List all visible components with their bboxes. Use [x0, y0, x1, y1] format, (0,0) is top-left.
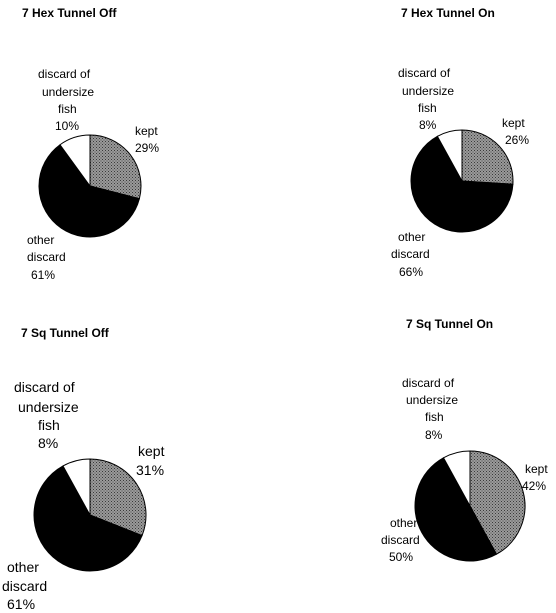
slice-label-undersize-line-1: discard of — [398, 66, 451, 80]
pie-slice-other-discard — [414, 457, 498, 562]
slice-label-undersize-value: 8% — [38, 435, 58, 451]
slice-label-kept-value: 31% — [136, 462, 164, 478]
pie-chart-hex-off: 7 Hex Tunnel Off discard of undersize fi… — [22, 6, 159, 282]
slice-label-other-value: 61% — [31, 268, 55, 282]
slice-label-undersize-line-1: discard of — [38, 67, 91, 81]
slice-label-undersize-line-1: discard of — [14, 379, 75, 395]
slice-label-undersize-value: 8% — [419, 118, 437, 132]
slice-label-kept-value: 26% — [505, 133, 529, 147]
pie-chart-hex-on: 7 Hex Tunnel On discard of undersize fis… — [391, 6, 529, 279]
pie-slice-other-discard — [33, 465, 143, 572]
slice-label-undersize-line-3: fish — [38, 417, 60, 433]
slice-label-kept: kept — [525, 462, 548, 476]
pie-slice-kept — [89, 134, 142, 200]
slice-label-undersize-line-2: undersize — [402, 84, 454, 98]
slice-label-other-line-2: discard — [2, 578, 47, 594]
slice-label-kept-value: 29% — [135, 141, 159, 155]
slice-label-other-value: 66% — [399, 265, 423, 279]
chart-title: 7 Sq Tunnel Off — [21, 326, 110, 340]
pie-slice-undersize-discard — [436, 129, 463, 182]
slice-label-kept: kept — [138, 443, 165, 459]
slice-label-other-line-1: other — [398, 230, 425, 244]
slice-label-undersize-line-3: fish — [418, 101, 437, 115]
slice-label-undersize-line-3: fish — [425, 410, 444, 424]
slice-label-other-line-1: other — [27, 233, 54, 247]
slice-label-other-line-2: discard — [27, 250, 66, 264]
slice-label-other-value: 50% — [389, 550, 413, 564]
pie-slice-undersize-discard — [442, 450, 471, 507]
pie-slice-other-discard — [410, 135, 514, 233]
slice-label-undersize-line-3: fish — [58, 102, 77, 116]
pie-slice-kept — [89, 458, 147, 537]
slice-label-other-value: 61% — [7, 596, 35, 612]
slice-label-undersize-value: 10% — [55, 119, 79, 133]
pie-slice-undersize-discard — [62, 458, 91, 516]
pie-slice-undersize-discard — [59, 134, 91, 188]
pie-slice-kept — [461, 129, 514, 185]
slice-label-kept: kept — [502, 116, 525, 130]
slice-label-undersize-value: 8% — [425, 428, 443, 442]
pie-slice-kept — [469, 450, 526, 555]
slice-label-undersize-line-1: discard of — [402, 376, 455, 390]
pie-chart-sq-on: 7 Sq Tunnel On discard of undersize fish… — [381, 317, 548, 564]
slice-label-other-line-1: other — [390, 516, 417, 530]
chart-title: 7 Sq Tunnel On — [406, 317, 493, 331]
slice-label-kept: kept — [135, 124, 158, 138]
slice-label-undersize-line-2: undersize — [18, 399, 79, 415]
slice-label-undersize-line-2: undersize — [42, 85, 94, 99]
slice-label-other-line-2: discard — [381, 533, 420, 547]
chart-title: 7 Hex Tunnel Off — [22, 6, 117, 20]
chart-title: 7 Hex Tunnel On — [401, 6, 495, 20]
slice-label-other-line-1: other — [7, 559, 39, 575]
slice-label-kept-value: 42% — [522, 479, 546, 493]
pie-slice-other-discard — [38, 144, 141, 238]
slice-label-undersize-line-2: undersize — [406, 393, 458, 407]
pie-chart-sq-off: 7 Sq Tunnel Off discard of undersize fis… — [2, 326, 165, 612]
slice-label-other-line-2: discard — [391, 247, 430, 261]
